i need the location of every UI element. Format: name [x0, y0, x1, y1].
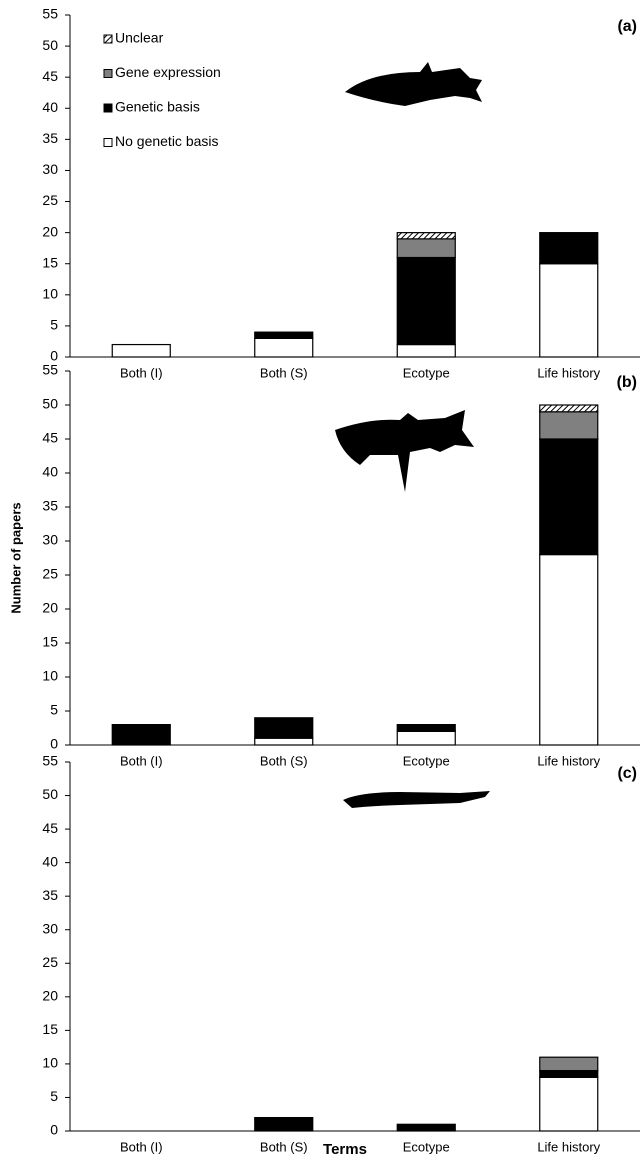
bar-segment	[540, 1071, 598, 1078]
panel-label: (b)	[617, 374, 637, 391]
x-tick-label: Ecotype	[403, 365, 450, 380]
y-tick-label: 10	[42, 1055, 58, 1071]
y-tick-label: 50	[42, 396, 58, 412]
legend-label: Gene expression	[115, 64, 221, 80]
bar-segment	[112, 725, 170, 745]
legend-label: Unclear	[115, 30, 164, 46]
y-tick-label: 25	[42, 954, 58, 970]
y-tick-label: 30	[42, 532, 58, 548]
bar-segment	[540, 412, 598, 439]
y-tick-label: 45	[42, 430, 58, 446]
y-tick-label: 40	[42, 99, 58, 115]
y-tick-label: 15	[42, 1021, 58, 1037]
y-tick-label: 0	[50, 1122, 58, 1138]
y-tick-label: 15	[42, 634, 58, 650]
x-tick-label: Both (S)	[260, 1139, 308, 1154]
figure: 0510152025303540455055Both (I)Both (S)Ec…	[0, 0, 643, 1158]
x-tick-label: Both (S)	[260, 365, 308, 380]
fish-icon	[335, 410, 474, 492]
y-tick-label: 30	[42, 920, 58, 936]
x-tick-label: Both (S)	[260, 753, 308, 768]
bar-segment	[255, 332, 313, 338]
x-tick-label: Life history	[537, 365, 600, 380]
legend-swatch	[104, 104, 112, 112]
bar-segment	[255, 338, 313, 357]
y-tick-label: 40	[42, 853, 58, 869]
y-tick-label: 55	[42, 6, 58, 22]
legend-label: Genetic basis	[115, 99, 200, 115]
x-tick-label: Ecotype	[403, 753, 450, 768]
y-tick-label: 40	[42, 464, 58, 480]
y-tick-label: 5	[50, 702, 58, 718]
bar-segment	[540, 264, 598, 357]
fish-icon	[345, 62, 482, 106]
y-tick-label: 35	[42, 887, 58, 903]
legend-swatch	[104, 35, 112, 43]
fish-icon	[343, 791, 490, 808]
bar-segment	[397, 345, 455, 357]
y-tick-label: 25	[42, 192, 58, 208]
y-tick-label: 25	[42, 566, 58, 582]
x-tick-label: Life history	[537, 753, 600, 768]
panel-label: (c)	[617, 765, 637, 782]
y-tick-label: 45	[42, 820, 58, 836]
bar-segment	[397, 731, 455, 745]
y-tick-label: 50	[42, 786, 58, 802]
bar-segment	[540, 405, 598, 412]
bar-segment	[397, 233, 455, 239]
y-tick-label: 5	[50, 317, 58, 333]
legend-swatch	[104, 70, 112, 78]
y-tick-label: 20	[42, 988, 58, 1004]
x-tick-label: Both (I)	[120, 365, 163, 380]
x-tick-label: Life history	[537, 1139, 600, 1154]
x-tick-label: Both (I)	[120, 753, 163, 768]
bar-segment	[397, 1124, 455, 1131]
y-tick-label: 30	[42, 161, 58, 177]
bar-segment	[397, 239, 455, 258]
y-tick-label: 55	[42, 753, 58, 769]
legend-label: No genetic basis	[115, 133, 219, 149]
x-tick-label: Ecotype	[403, 1139, 450, 1154]
bar-segment	[255, 718, 313, 738]
y-tick-label: 50	[42, 37, 58, 53]
y-tick-label: 35	[42, 498, 58, 514]
y-tick-label: 10	[42, 668, 58, 684]
y-tick-label: 55	[42, 362, 58, 378]
y-tick-label: 10	[42, 286, 58, 302]
bar-segment	[112, 345, 170, 357]
bar-segment	[255, 1118, 313, 1131]
legend-swatch	[104, 139, 112, 147]
y-tick-label: 5	[50, 1088, 58, 1104]
x-tick-label: Both (I)	[120, 1139, 163, 1154]
x-axis-label: Terms	[323, 1141, 367, 1158]
bar-segment	[540, 555, 598, 745]
y-tick-label: 15	[42, 254, 58, 270]
y-tick-label: 20	[42, 600, 58, 616]
bar-segment	[540, 439, 598, 555]
bar-segment	[540, 233, 598, 264]
panel-label: (a)	[617, 18, 637, 35]
y-tick-label: 45	[42, 68, 58, 84]
y-tick-label: 0	[50, 736, 58, 752]
bar-segment	[540, 1057, 598, 1070]
bar-segment	[397, 725, 455, 732]
y-tick-label: 35	[42, 130, 58, 146]
y-tick-label: 20	[42, 223, 58, 239]
bar-segment	[255, 738, 313, 745]
bar-segment	[397, 258, 455, 345]
bar-segment	[540, 1077, 598, 1131]
y-axis-label: Number of papers	[8, 502, 23, 613]
